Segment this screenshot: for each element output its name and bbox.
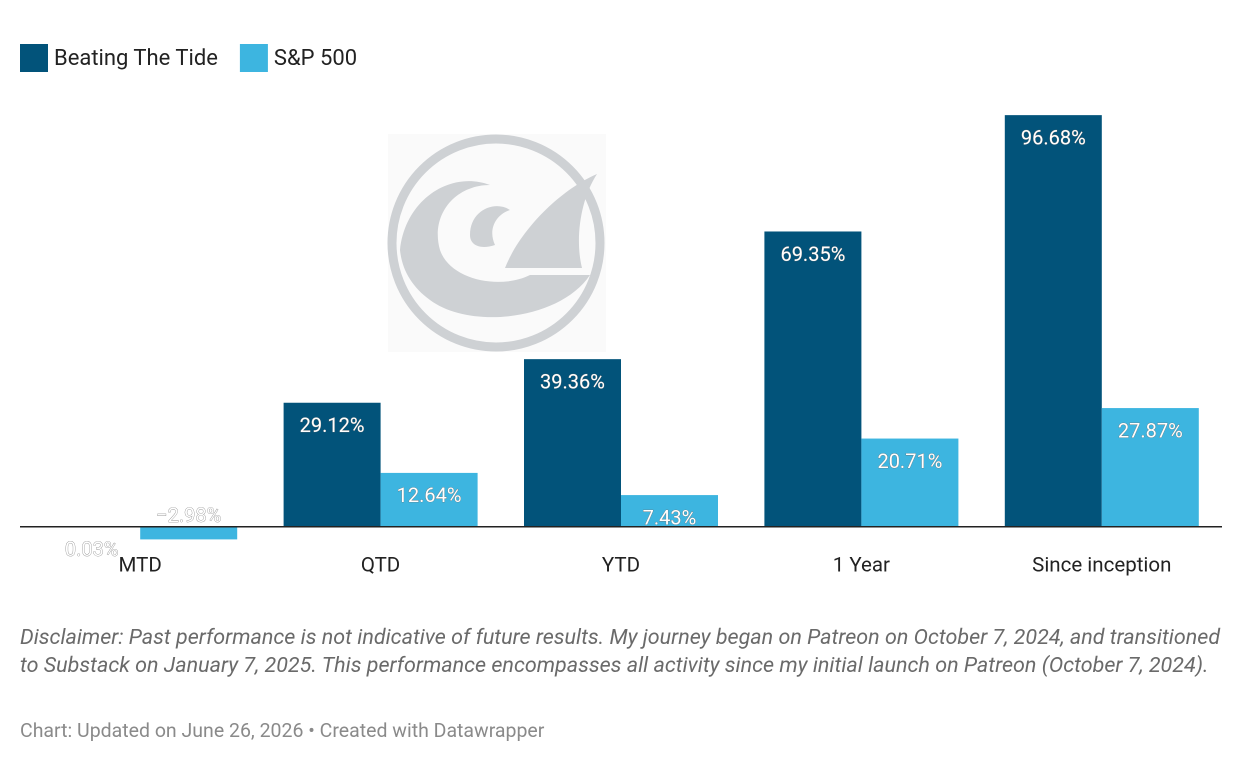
bar [140, 526, 238, 540]
x-tick-label: YTD [602, 553, 640, 577]
bar [1101, 408, 1199, 527]
value-label: 96.68% [1021, 125, 1086, 149]
x-tick-label: QTD [361, 553, 400, 577]
value-label: 29.12% [300, 413, 365, 437]
credit: Chart: Updated on June 26, 2026 • Create… [20, 719, 545, 742]
value-label: 20.71% [877, 449, 942, 473]
bar [764, 231, 862, 527]
legend-swatch [20, 44, 48, 72]
value-label: 7.43% [643, 505, 697, 529]
bar [380, 472, 478, 527]
disclaimer: Disclaimer: Past performance is not indi… [20, 625, 1221, 678]
value-label: 39.36% [540, 369, 605, 393]
legend-label: S&P 500 [274, 46, 357, 71]
legend-swatch [239, 44, 268, 72]
x-tick-label: 1 Year [833, 553, 890, 577]
bar [524, 359, 621, 527]
bar [621, 495, 718, 527]
logo-watermark [387, 134, 606, 352]
value-label: 27.87% [1118, 418, 1183, 442]
value-label: −2.98% [156, 503, 221, 527]
bar [283, 402, 381, 527]
value-label: 12.64% [397, 483, 462, 507]
chart: Beating The Tide S&P 500 MTD QTD YTD 1 Year Si… [20, 44, 1222, 577]
value-label: 69.35% [780, 242, 845, 266]
x-tick-label: MTD [119, 553, 162, 577]
bar [1004, 115, 1102, 527]
value-label: 0.03% [65, 537, 119, 561]
legend-label: Beating The Tide [54, 46, 218, 71]
x-tick-label: Since inception [1032, 553, 1171, 577]
bar [861, 438, 959, 527]
